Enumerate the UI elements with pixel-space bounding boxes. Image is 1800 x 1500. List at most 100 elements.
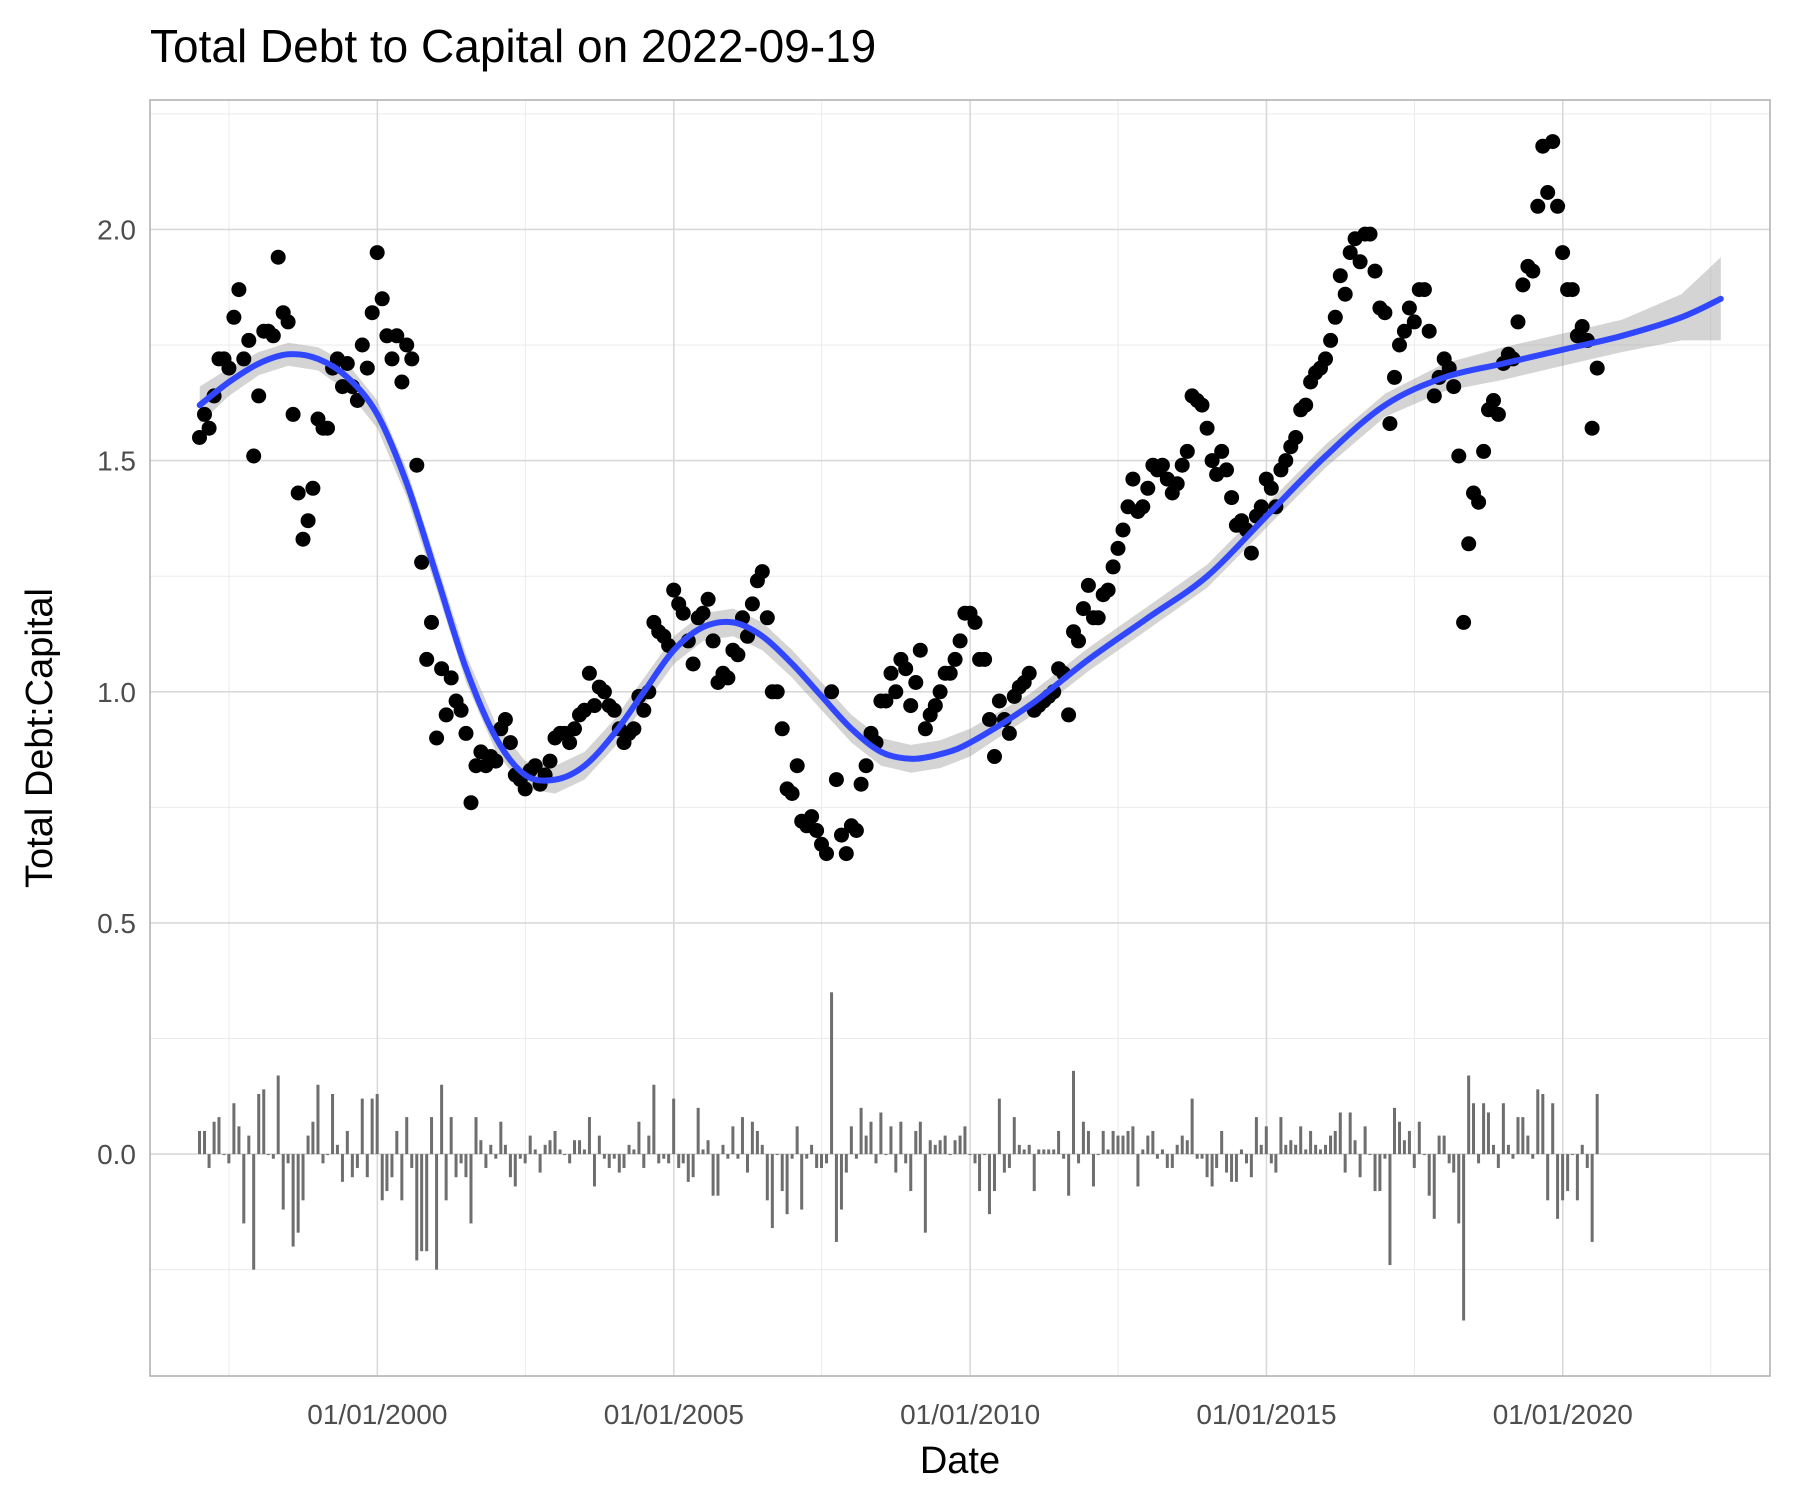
data-point xyxy=(898,661,914,677)
data-point xyxy=(290,485,306,501)
change-bar xyxy=(770,1154,774,1229)
change-bar xyxy=(350,1154,354,1178)
change-bar xyxy=(968,1154,972,1156)
data-point xyxy=(1352,254,1368,270)
change-bar xyxy=(834,1154,838,1242)
data-point xyxy=(197,406,212,422)
data-point xyxy=(270,249,286,265)
change-bar xyxy=(360,1098,364,1155)
data-point xyxy=(1564,282,1580,298)
data-point xyxy=(424,614,439,630)
change-bar xyxy=(257,1093,261,1155)
data-point xyxy=(1515,277,1531,293)
change-bar xyxy=(800,1154,804,1210)
data-point xyxy=(374,291,390,307)
data-point xyxy=(1061,707,1077,723)
x-tick-label: 01/01/2005 xyxy=(604,1399,744,1430)
change-bar xyxy=(889,1126,893,1155)
data-point xyxy=(774,721,790,737)
change-bar xyxy=(484,1154,488,1168)
change-bar xyxy=(1501,1103,1505,1155)
data-point xyxy=(636,702,652,718)
change-bar xyxy=(1412,1154,1416,1168)
data-point xyxy=(1530,198,1546,214)
change-bar xyxy=(563,1154,567,1156)
data-point xyxy=(1476,443,1492,459)
change-bar xyxy=(869,1121,873,1155)
data-point xyxy=(1214,443,1230,459)
change-bar xyxy=(296,1154,300,1233)
change-bar xyxy=(1106,1149,1110,1155)
change-bar xyxy=(1402,1140,1406,1155)
data-point xyxy=(419,651,435,667)
data-point xyxy=(888,684,904,700)
change-bar xyxy=(365,1154,369,1178)
data-point xyxy=(1174,457,1190,473)
change-bar xyxy=(785,1154,789,1215)
change-bar xyxy=(602,1154,606,1159)
data-point xyxy=(1199,420,1215,436)
change-bar xyxy=(1516,1117,1520,1155)
change-bar xyxy=(997,1098,1001,1155)
data-point xyxy=(251,388,267,404)
change-bar xyxy=(711,1154,715,1196)
change-bar xyxy=(252,1154,256,1270)
change-bar xyxy=(1314,1144,1318,1155)
change-bar xyxy=(810,1144,814,1155)
data-point xyxy=(241,332,257,348)
change-bar xyxy=(1225,1154,1229,1173)
change-bar xyxy=(1378,1154,1382,1192)
data-point xyxy=(784,786,800,801)
data-point xyxy=(1105,559,1121,575)
smooth-line xyxy=(196,295,1724,784)
data-point xyxy=(759,610,775,626)
change-bar xyxy=(237,1126,241,1155)
change-bar xyxy=(879,1112,883,1155)
data-point xyxy=(824,684,840,700)
change-bar xyxy=(790,1154,794,1159)
x-tick-label: 01/01/2020 xyxy=(1493,1399,1633,1430)
data-point xyxy=(1584,420,1600,436)
change-bar xyxy=(1318,1149,1322,1155)
data-point xyxy=(858,758,874,774)
data-point xyxy=(1490,406,1506,422)
change-bar xyxy=(1541,1093,1545,1155)
change-bar xyxy=(755,1130,759,1155)
change-bar xyxy=(1447,1154,1451,1164)
data-point xyxy=(987,749,1002,764)
data-point xyxy=(517,781,533,797)
change-bar xyxy=(736,1154,740,1159)
change-bar xyxy=(1170,1154,1174,1168)
change-bar xyxy=(963,1126,967,1155)
change-bar xyxy=(355,1154,359,1168)
data-point xyxy=(809,823,825,838)
change-bar xyxy=(1215,1154,1219,1168)
data-point xyxy=(1298,397,1314,413)
change-bar xyxy=(340,1154,344,1182)
data-point xyxy=(720,670,736,686)
data-point xyxy=(502,735,518,751)
change-bar xyxy=(805,1154,809,1159)
data-point xyxy=(349,393,365,408)
change-bar xyxy=(760,1144,764,1155)
change-bar xyxy=(1131,1126,1135,1155)
change-bar xyxy=(672,1098,676,1155)
data-point xyxy=(527,758,543,774)
change-bar xyxy=(479,1140,483,1155)
change-bar xyxy=(203,1130,207,1155)
data-point xyxy=(853,776,869,792)
data-point xyxy=(438,707,454,723)
change-bar xyxy=(271,1154,275,1159)
change-bar xyxy=(1551,1103,1555,1155)
data-point xyxy=(1327,309,1343,325)
data-point xyxy=(567,721,582,737)
data-point xyxy=(226,309,242,325)
data-point xyxy=(1115,522,1131,538)
data-point xyxy=(295,531,311,547)
data-point xyxy=(414,554,430,570)
change-bar xyxy=(933,1144,937,1155)
change-bar xyxy=(1353,1140,1357,1155)
change-bar xyxy=(973,1154,977,1164)
smooth-trend-line xyxy=(196,295,1724,784)
data-point xyxy=(192,430,207,445)
